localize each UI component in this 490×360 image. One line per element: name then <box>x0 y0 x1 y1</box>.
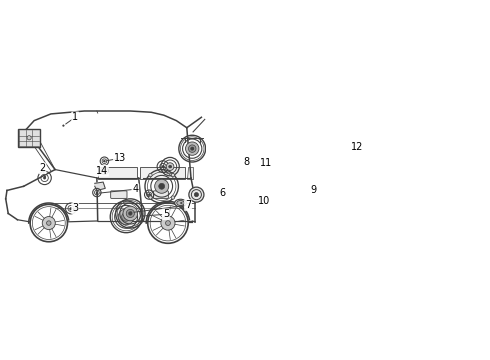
Text: 8: 8 <box>244 157 249 167</box>
Circle shape <box>42 216 55 230</box>
Circle shape <box>118 209 134 225</box>
Polygon shape <box>140 167 185 179</box>
Ellipse shape <box>174 199 186 207</box>
Text: 11: 11 <box>260 158 272 168</box>
Circle shape <box>148 194 150 195</box>
Polygon shape <box>187 167 193 179</box>
Circle shape <box>96 192 98 193</box>
Circle shape <box>192 148 194 149</box>
Circle shape <box>172 196 174 199</box>
Circle shape <box>189 145 196 152</box>
Text: 2: 2 <box>39 163 46 173</box>
Text: 3: 3 <box>72 203 78 213</box>
Circle shape <box>96 193 98 194</box>
Text: 6: 6 <box>219 188 225 198</box>
Circle shape <box>103 160 105 162</box>
Ellipse shape <box>177 201 184 206</box>
Polygon shape <box>95 182 105 190</box>
Circle shape <box>44 176 46 177</box>
Circle shape <box>104 161 105 162</box>
Circle shape <box>47 221 51 225</box>
FancyBboxPatch shape <box>18 129 40 147</box>
Circle shape <box>170 166 172 167</box>
Text: 4: 4 <box>132 184 138 194</box>
Circle shape <box>44 177 46 179</box>
Text: 9: 9 <box>311 185 317 195</box>
Circle shape <box>161 216 175 230</box>
Text: 13: 13 <box>114 153 126 163</box>
Text: 10: 10 <box>258 196 270 206</box>
Circle shape <box>122 212 131 221</box>
Circle shape <box>196 194 197 195</box>
Text: 12: 12 <box>351 143 363 152</box>
Circle shape <box>104 170 105 171</box>
Text: 7: 7 <box>185 200 191 210</box>
Circle shape <box>191 147 194 150</box>
Circle shape <box>159 183 165 189</box>
Circle shape <box>124 215 128 219</box>
Text: 5: 5 <box>163 209 169 219</box>
Circle shape <box>180 202 182 204</box>
Circle shape <box>63 125 64 126</box>
Circle shape <box>195 193 198 197</box>
Circle shape <box>126 210 134 217</box>
FancyBboxPatch shape <box>153 191 169 198</box>
Circle shape <box>70 207 72 210</box>
Circle shape <box>123 206 138 221</box>
Circle shape <box>142 215 144 217</box>
Circle shape <box>149 194 151 195</box>
Circle shape <box>169 165 171 168</box>
Circle shape <box>128 212 132 215</box>
Text: 1: 1 <box>72 112 78 122</box>
Circle shape <box>70 208 72 210</box>
Circle shape <box>130 212 132 213</box>
Polygon shape <box>98 167 137 179</box>
Circle shape <box>162 166 164 168</box>
Circle shape <box>149 196 152 199</box>
Circle shape <box>163 166 165 167</box>
Circle shape <box>166 221 171 225</box>
Circle shape <box>186 142 199 155</box>
Circle shape <box>172 174 174 177</box>
Circle shape <box>103 170 105 171</box>
Circle shape <box>155 179 169 193</box>
Circle shape <box>166 163 174 171</box>
Circle shape <box>27 136 31 140</box>
Circle shape <box>149 174 152 177</box>
Circle shape <box>189 187 204 202</box>
FancyBboxPatch shape <box>111 191 127 198</box>
Text: 14: 14 <box>96 166 108 176</box>
